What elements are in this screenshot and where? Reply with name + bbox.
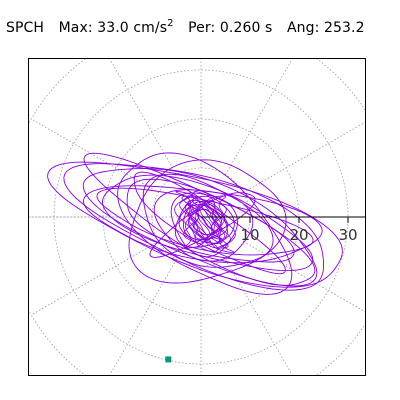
grid-spoke-150 <box>31 118 159 193</box>
trace-loop-7 <box>102 174 314 272</box>
grid-spoke-30 <box>243 121 365 193</box>
trace-loop-8 <box>82 168 318 287</box>
chart-header: SPCH Max: 33.0 cm/s2 Per: 0.260 s Ang: 2… <box>6 18 365 36</box>
trace-core-11 <box>188 204 222 240</box>
trace-loop-16 <box>47 161 343 288</box>
period-value: 0.260 s <box>219 20 273 36</box>
trace-loop-17 <box>83 185 323 264</box>
polar-motion-plot: 10 20 30 <box>29 59 365 375</box>
trace-loop-10 <box>83 152 316 286</box>
trace-loop-11 <box>96 187 314 256</box>
grid-spoke-210 <box>31 241 159 316</box>
radial-tick-label-30: 30 <box>338 226 357 244</box>
trace-core-10 <box>193 208 217 236</box>
marker-layer <box>165 356 172 363</box>
trace-core-7 <box>184 199 226 245</box>
trace-loop-9 <box>63 163 324 291</box>
grid-spoke-330 <box>243 241 365 313</box>
trace-core-9 <box>174 190 236 254</box>
radial-tick-label-20: 20 <box>289 226 308 244</box>
max-value: 33.0 cm/s <box>97 20 168 36</box>
grid-spoke-240 <box>109 259 177 375</box>
grid-spoke-120 <box>109 59 177 175</box>
plot-frame: 10 20 30 <box>28 58 366 376</box>
trace-loop-13 <box>117 152 293 295</box>
trace-core-8 <box>181 195 229 249</box>
angle-label: Ang: <box>286 20 320 36</box>
trace-loop-12 <box>133 171 286 275</box>
max-label: Max: <box>58 20 93 36</box>
radial-axis: 10 20 30 <box>201 216 365 244</box>
trace-core-13 <box>183 195 227 249</box>
grid-spoke-300 <box>225 259 293 375</box>
station-code: SPCH <box>6 20 45 36</box>
trace-core-4 <box>175 190 235 254</box>
max-direction-marker <box>165 356 172 363</box>
period-label: Per: <box>188 20 216 36</box>
motion-trace <box>47 152 343 295</box>
grid-spoke-60 <box>225 59 293 175</box>
radial-tick-label-10: 10 <box>240 226 259 244</box>
max-unit-exponent: 2 <box>167 18 174 29</box>
angle-value: 253.2 <box>324 20 365 36</box>
